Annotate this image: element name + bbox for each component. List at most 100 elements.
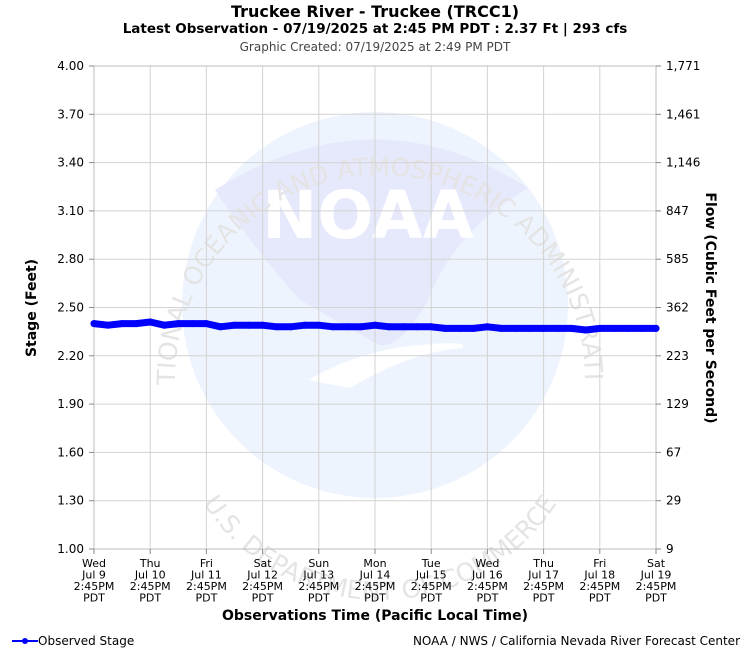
x-tick-label-line: Jul 18 <box>583 569 615 582</box>
x-tick-label-line: 2:45PM <box>355 580 396 593</box>
data-point <box>273 323 281 331</box>
data-point <box>231 321 238 329</box>
x-tick-label-line: Wed <box>475 557 499 570</box>
x-tick-label-line: PDT <box>420 592 442 605</box>
y2-tick-label: 847 <box>666 204 689 218</box>
y2-tick-label: 29 <box>666 494 681 508</box>
x-tick-label-line: 2:45PM <box>523 580 564 593</box>
data-point <box>652 324 660 332</box>
data-point <box>329 323 337 331</box>
y2-tick-label: 585 <box>666 252 689 266</box>
data-point <box>582 326 590 334</box>
data-point <box>146 318 154 326</box>
y2-tick-label: 9 <box>666 542 674 556</box>
data-point <box>385 323 393 331</box>
legend-line-marker-icon <box>12 638 38 644</box>
x-tick-label: Sun Jul 13 2:45PM PDT <box>298 557 339 605</box>
data-point <box>343 323 351 331</box>
data-point <box>160 321 168 329</box>
graphic-created-text: Graphic Created: 07/19/2025 at 2:49 PM P… <box>239 40 511 54</box>
y2-tick-label: 1,771 <box>666 59 700 73</box>
data-point <box>554 324 562 332</box>
data-point <box>568 324 576 332</box>
y-tick-label: 2.20 <box>57 349 84 363</box>
x-tick-label-line: 2:45PM <box>411 580 452 593</box>
x-tick-label-line: PDT <box>195 592 217 605</box>
x-tick-label-line: PDT <box>645 592 667 605</box>
data-point <box>610 324 618 332</box>
chart-title: Truckee River - Truckee (TRCC1) <box>230 2 520 21</box>
x-tick-label-line: Sat <box>254 557 273 570</box>
x-tick-label-line: Jul 19 <box>640 569 672 582</box>
y-tick-label: 3.10 <box>57 204 84 218</box>
data-point <box>427 323 435 331</box>
data-point <box>526 324 533 332</box>
noaa-watermark: NOAA NATIONAL OCEANIC AND ATMOSPHERIC AD… <box>0 0 608 606</box>
data-point <box>245 321 253 329</box>
y2-tick-label: 362 <box>666 301 689 315</box>
data-point <box>596 324 604 332</box>
y-tick-label: 3.70 <box>57 107 84 121</box>
data-point <box>399 323 407 331</box>
x-tick-label-line: 2:45PM <box>74 580 115 593</box>
watermark-bird-shape <box>215 139 528 345</box>
x-tick-label-line: PDT <box>364 592 386 605</box>
x-tick-label: Wed Jul 16 2:45PM PDT <box>467 557 508 605</box>
x-tick-label-line: 2:45PM <box>130 580 171 593</box>
x-tick-label-line: 2:45PM <box>298 580 339 593</box>
data-point <box>174 320 182 328</box>
x-tick-label-line: Jul 17 <box>527 569 559 582</box>
y2-tick-label: 1,146 <box>666 156 700 170</box>
data-point <box>638 324 646 332</box>
data-point <box>483 323 491 331</box>
data-point <box>132 320 140 328</box>
x-tick-label-line: Mon <box>363 557 386 570</box>
x-tick-label-line: Jul 9 <box>81 569 106 582</box>
x-tick-label-line: PDT <box>589 592 611 605</box>
x-tick-label-line: Fri <box>200 557 213 570</box>
data-point <box>202 320 210 328</box>
x-tick-label-line: Tue <box>421 557 441 570</box>
x-tick-label-line: PDT <box>533 592 555 605</box>
series-observed-stage <box>90 318 660 334</box>
y2-tick-label: 67 <box>666 445 681 459</box>
data-point <box>216 323 224 331</box>
y-tick-label: 1.60 <box>57 445 84 459</box>
y-tick-label: 1.30 <box>57 494 84 508</box>
x-tick-label: Wed Jul 9 2:45PM PDT <box>74 557 115 605</box>
data-point <box>259 321 267 329</box>
y2-tick-label: 129 <box>666 397 689 411</box>
x-tick-label-line: PDT <box>308 592 330 605</box>
x-tick-label-line: Jul 13 <box>302 569 334 582</box>
data-point <box>357 323 365 331</box>
x-tick-label: Tue Jul 15 2:45PM PDT <box>411 557 452 605</box>
x-tick-label-line: Jul 12 <box>246 569 278 582</box>
y2-tick-label: 1,461 <box>666 107 700 121</box>
x-tick-label: Sat Jul 12 2:45PM PDT <box>242 557 283 605</box>
grid-lines <box>93 65 657 550</box>
data-point <box>540 324 548 332</box>
x-axis-label: Observations Time (Pacific Local Time) <box>222 608 528 624</box>
x-tick-label-line: Jul 16 <box>471 569 503 582</box>
data-point <box>301 321 309 329</box>
x-tick-label: Fri Jul 11 2:45PM PDT <box>186 557 227 605</box>
x-tick-label-line: PDT <box>139 592 161 605</box>
x-tick-label-line: Jul 10 <box>134 569 166 582</box>
y-tick-label: 2.80 <box>57 252 84 266</box>
data-point <box>455 324 463 332</box>
legend: Observed Stage <box>12 634 134 648</box>
y-tick-label: 1.00 <box>57 542 84 556</box>
x-tick-label: Thu Jul 10 2:45PM PDT <box>130 557 171 605</box>
y-tick-label: 3.40 <box>57 156 84 170</box>
data-point <box>104 321 112 329</box>
y-axis-stage-ticks: 1.00 1.30 1.60 1.90 2.20 2.50 2.80 3.10 3.40 3.70… <box>57 59 94 556</box>
x-tick-label-line: Sat <box>647 557 666 570</box>
data-point <box>624 324 632 332</box>
x-tick-label-line: Fri <box>593 557 606 570</box>
x-tick-label-line: 2:45PM <box>242 580 283 593</box>
x-tick-label-line: PDT <box>476 592 498 605</box>
data-point <box>371 321 379 329</box>
data-point <box>287 323 295 331</box>
